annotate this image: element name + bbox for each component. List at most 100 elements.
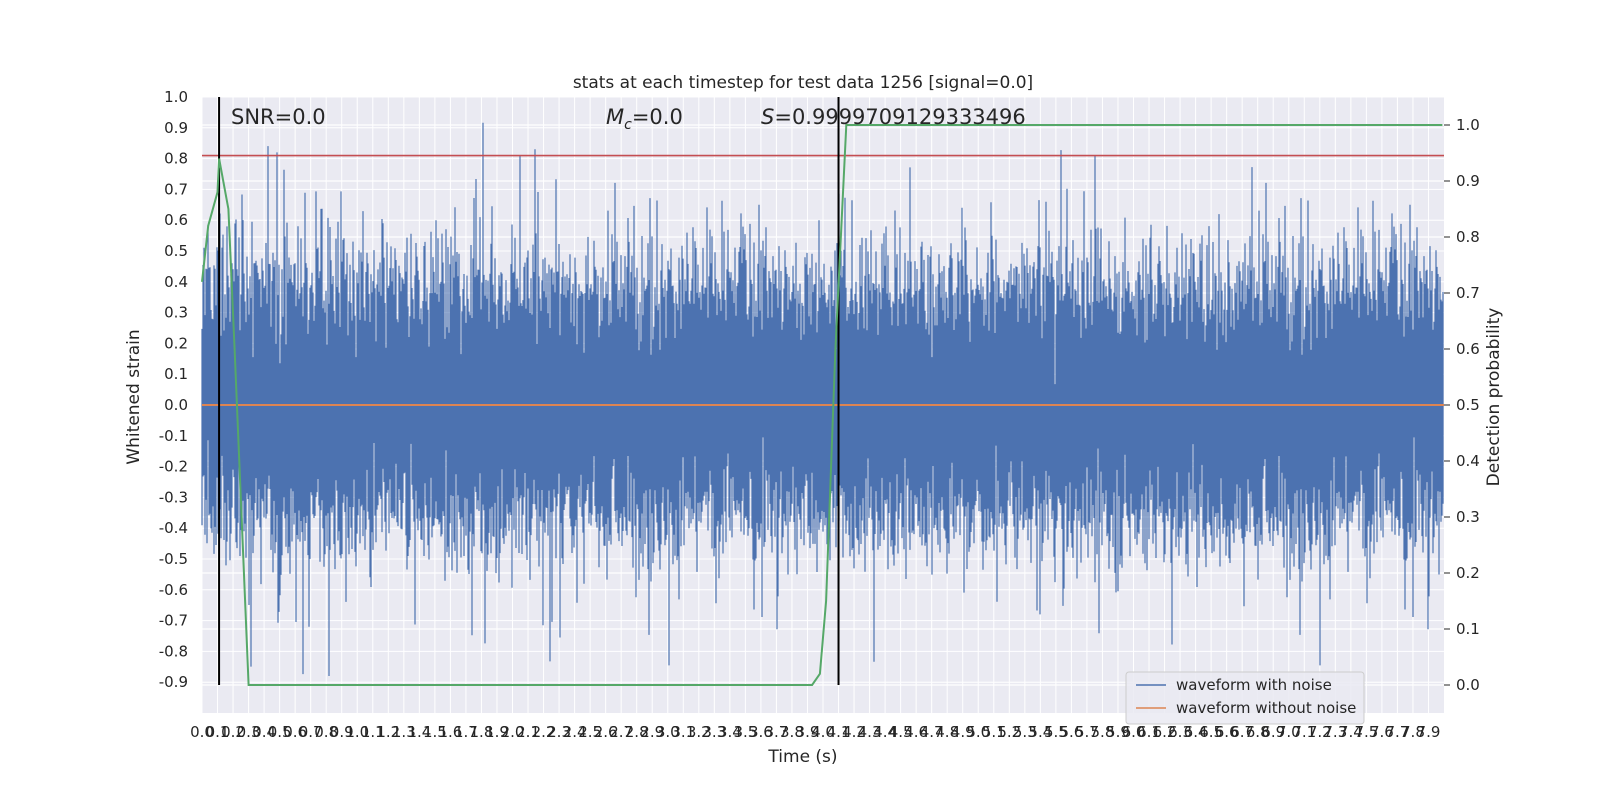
y-tick-label: 0.4 [164,273,188,291]
x-tick-label: 3.3 [702,723,726,741]
chart-title: stats at each timestep for test data 125… [573,73,1033,93]
y-tick-label: -0.9 [159,673,188,691]
x-tick-label: 1.4 [407,723,431,741]
y-tick-label: -0.2 [159,458,188,476]
x-tick-label: 0.3 [237,723,261,741]
x-axis: 0.00.10.20.30.40.50.60.70.80.91.01.11.21… [190,723,1440,741]
y-tick-label: -0.8 [159,642,188,660]
y2-tick-label: 0.1 [1456,620,1480,638]
x-tick-label: 3.0 [656,723,680,741]
x-tick-label: 7.3 [1323,723,1347,741]
x-tick-label: 6.1 [1137,723,1161,741]
x-tick-label: 5.2 [997,723,1021,741]
x-tick-label: 4.5 [889,723,913,741]
y2-tick-label: 0.9 [1456,172,1480,190]
x-tick-label: 1.5 [423,723,447,741]
x-tick-label: 2.0 [501,723,525,741]
x-tick-label: 1.7 [454,723,478,741]
line-series [201,97,1444,686]
y-tick-label: -0.6 [159,581,188,599]
x-tick-label: 7.7 [1385,723,1409,741]
x-tick-label: 6.0 [1122,723,1146,741]
x-tick-label: 0.8 [314,723,338,741]
x-tick-label: 3.8 [780,723,804,741]
x-tick-label: 7.9 [1417,723,1441,741]
x-tick-label: 4.9 [951,723,975,741]
y2-tick-label: 0.4 [1456,452,1480,470]
x-tick-label: 5.3 [1013,723,1037,741]
x-tick-label: 7.1 [1292,723,1316,741]
y2-tick-label: 0.7 [1456,284,1480,302]
x-tick-label: 3.7 [764,723,788,741]
y-tick-label: -0.7 [159,612,188,630]
x-tick-label: 6.9 [1261,723,1285,741]
x-tick-label: 3.1 [671,723,695,741]
y2-tick-label: 0.6 [1456,340,1480,358]
x-tick-label: 3.2 [687,723,711,741]
y2-tick-label: 0.0 [1456,676,1480,694]
x-tick-label: 5.6 [1059,723,1083,741]
x-tick-label: 0.7 [299,723,323,741]
detection-probability-line [201,124,1443,686]
y-tick-label: -0.1 [159,427,188,445]
x-tick-label: 2.7 [609,723,633,741]
y2-tick-label: 0.2 [1456,564,1480,582]
x-tick-label: 4.1 [827,723,851,741]
y-tick-label: 0.2 [164,334,188,352]
x-tick-label: 1.9 [485,723,509,741]
x-tick-label: 5.1 [982,723,1006,741]
x-tick-label: 3.4 [718,723,742,741]
x-tick-label: 2.3 [547,723,571,741]
x-tick-label: 5.5 [1044,723,1068,741]
x-tick-label: 4.2 [842,723,866,741]
y-tick-label: 1.0 [164,88,188,106]
x-tick-label: 6.7 [1230,723,1254,741]
x-tick-label: 4.0 [811,723,835,741]
x-tick-label: 3.9 [796,723,820,741]
s-value: =0.9999709129333496 [774,105,1025,129]
x-tick-label: 3.5 [733,723,757,741]
x-tick-label: 7.4 [1339,723,1363,741]
y-tick-label: 0.1 [164,365,188,383]
y-tick-label: 0.3 [164,304,188,322]
x-tick-label: 1.0 [345,723,369,741]
y2-tick-label: 0.3 [1456,508,1480,526]
x-tick-label: 0.1 [206,723,230,741]
legend-box [1125,671,1365,725]
x-tick-label: 3.6 [749,723,773,741]
x-tick-label: 5.8 [1091,723,1115,741]
x-tick-label: 6.5 [1199,723,1223,741]
y2-axis-label: Detection probability [1484,308,1504,487]
x-tick-label: 2.8 [625,723,649,741]
x-tick-label: 4.7 [920,723,944,741]
x-tick-label: 6.6 [1215,723,1239,741]
x-tick-label: 2.5 [578,723,602,741]
x-tick-label: 4.6 [904,723,928,741]
y-tick-label: 0.0 [164,396,188,414]
y-tick-label: 0.8 [164,150,188,168]
y-axis-right: 1.0 0.9 0.8 0.7 0.6 0.5 0.4 0.3 0.2 0.1 0.0 [1444,116,1480,694]
x-tick-label: 1.3 [392,723,416,741]
y-tick-label: 0.5 [164,242,188,260]
x-axis-label: Time (s) [767,747,837,767]
x-tick-label: 5.0 [966,723,990,741]
legend-label-clean: waveform without noise [1176,699,1356,717]
x-tick-label: 6.2 [1153,723,1177,741]
x-tick-label: 4.4 [873,723,897,741]
y2-tick-label: 0.5 [1456,396,1480,414]
x-tick-label: 1.6 [438,723,462,741]
x-tick-label: 2.4 [563,723,587,741]
x-tick-label: 7.2 [1308,723,1332,741]
x-tick-label: 4.3 [858,723,882,741]
mc-value: =0.0 [632,105,683,129]
x-tick-label: 7.8 [1401,723,1425,741]
noise-trace [201,122,1444,676]
x-tick-label: 0.9 [330,723,354,741]
x-tick-label: 0.5 [268,723,292,741]
x-tick-label: 7.5 [1354,723,1378,741]
mc-annotation: Mc=0.0 [606,105,683,133]
y2-tick-label: 1.0 [1456,116,1480,134]
y-tick-label: -0.5 [159,550,188,568]
x-tick-label: 1.2 [376,723,400,741]
x-tick-label: 2.6 [594,723,618,741]
